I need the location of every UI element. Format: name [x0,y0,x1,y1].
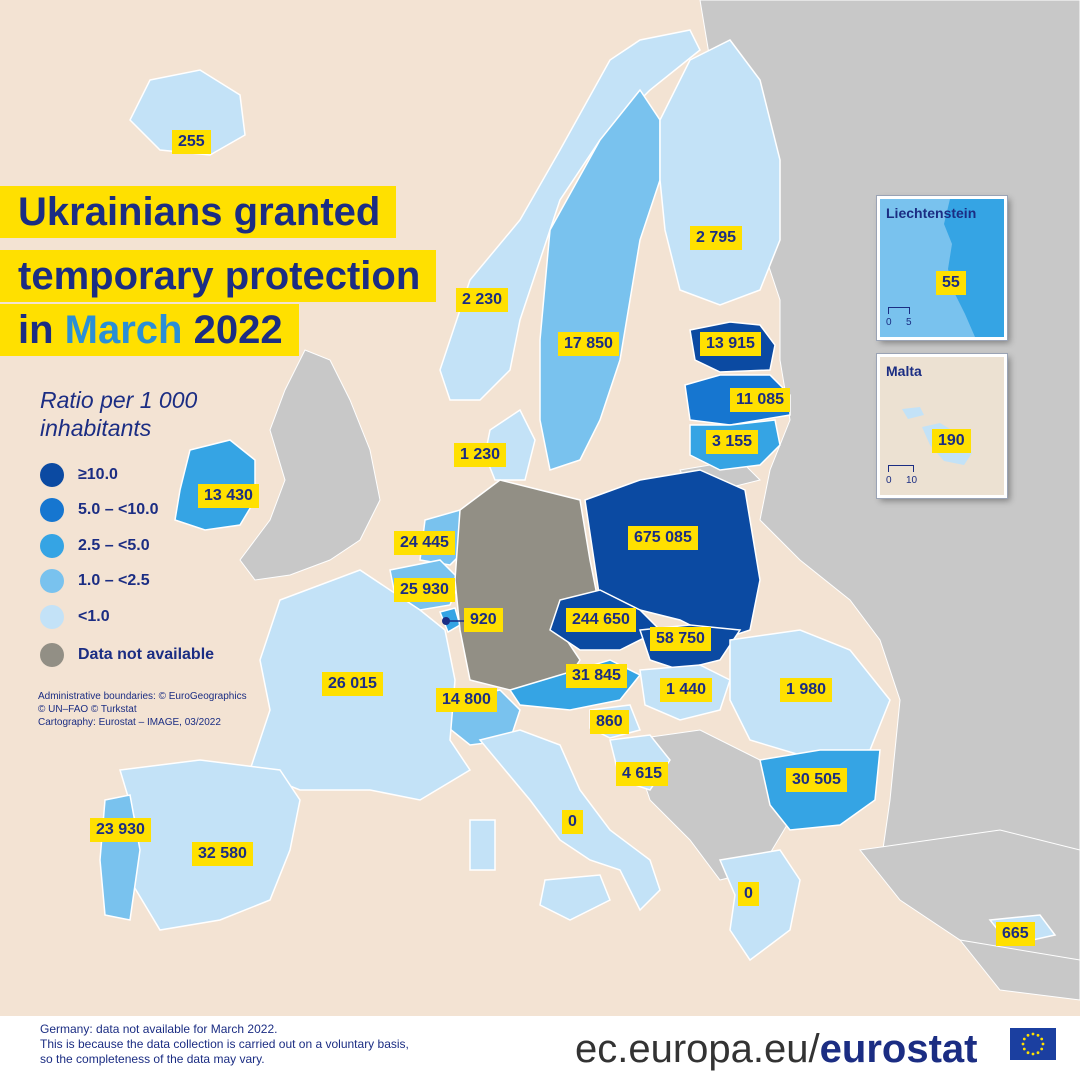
legend-swatch [40,605,64,629]
title-line-1: Ukrainians granted [0,186,397,238]
value-portugal: 23 930 [90,818,151,842]
value-slovakia: 58 750 [650,627,711,651]
germany-shape [454,479,601,691]
legend-item: <1.0 [40,604,110,630]
iceland-shape [129,69,246,156]
footnote-line: so the completeness of the data may vary… [40,1052,265,1066]
value-france: 26 015 [322,672,383,696]
legend-label: 5.0 – <10.0 [78,501,159,518]
eu-flag-icon [1010,1028,1056,1060]
title-text-1: Ukrainians granted [18,190,381,234]
legend-label: ≥10.0 [78,466,118,483]
malta-inset-title: Malta [886,363,922,379]
legend-swatch [40,498,64,522]
legend-label: 2.5 – <5.0 [78,537,150,554]
value-poland: 675 085 [628,526,698,550]
footnote: Germany: data not available for March 20… [40,1022,409,1067]
value-czechia: 244 650 [566,608,636,632]
scale-start-label: 0 [886,317,892,328]
value-norway: 2 230 [456,288,509,312]
legend-item: 1.0 – <2.5 [40,568,150,594]
eurostat-url[interactable]: ec.europa.eu/eurostat [575,1023,977,1075]
value-greece: 0 [738,882,759,906]
title-year: 2022 [193,308,283,352]
value-austria: 31 845 [566,664,627,688]
legend-swatch [40,569,64,593]
legend-item: Data not available [40,642,214,668]
credit-line: Cartography: Eurostat – IMAGE, 03/2022 [38,717,221,728]
value-iceland: 255 [172,130,211,154]
greece-shape [718,849,801,962]
credit-line: Administrative boundaries: © EuroGeograp… [38,691,247,702]
great-britain-land [239,349,381,581]
liechtenstein-inset-title: Liechtenstein [886,205,977,221]
credit-line: © UN–FAO © Turkstat [38,704,137,715]
scale-start-label: 0 [886,475,892,486]
value-lithuania: 3 155 [706,430,759,454]
title-text-3-pre: in [18,308,54,352]
value-croatia: 4 615 [616,762,669,786]
value-estonia: 13 915 [700,332,761,356]
value-slovenia: 860 [590,710,629,734]
scale-end-label: 5 [906,317,912,328]
legend-label: Data not available [78,646,215,663]
liechtenstein-inset-shape [944,199,1004,337]
footnote-line: This is because the data collection is c… [40,1037,409,1051]
brand-url-prefix: ec.europa.eu/ [575,1027,820,1071]
legend-label: 1.0 – <2.5 [78,572,150,589]
value-finland: 2 795 [690,226,743,250]
sweden-shape [539,88,661,471]
legend-label: <1.0 [78,608,110,625]
legend-item: 2.5 – <5.0 [40,533,150,559]
scale-end-label: 10 [906,475,918,486]
value-italy: 0 [562,810,583,834]
legend-item: 5.0 – <10.0 [40,497,159,523]
legend-item: ≥10.0 [40,462,118,488]
value-switzerland: 14 800 [436,688,497,712]
scale-bar-line [888,465,914,472]
title-line-2: temporary protection [0,250,437,302]
malta-inset: Malta 190 0 10 [877,354,1007,498]
legend-swatch [40,534,64,558]
liechtenstein-inset: Liechtenstein 55 0 5 [877,196,1007,340]
liechtenstein-inset-map [944,199,1004,337]
title-month: March [64,308,183,352]
value-belgium: 25 930 [394,578,455,602]
footnote-line: Germany: data not available for March 20… [40,1022,278,1036]
liechtenstein-scale-bar: 0 5 [884,307,914,329]
value-liechtenstein: 55 [936,271,966,295]
value-luxembourg: 920 [464,608,503,632]
title-text-2: temporary protection [18,254,421,298]
value-latvia: 11 085 [730,388,791,412]
sardinia-shape [469,819,496,871]
title-line-3: in March 2022 [0,304,299,356]
value-malta: 190 [932,429,971,453]
value-sweden: 17 850 [558,332,619,356]
scale-bar-line [888,307,910,314]
sicily-shape [539,874,611,921]
value-romania: 1 980 [780,678,833,702]
legend-title: Ratio per 1 000 inhabitants [40,387,198,441]
value-spain: 32 580 [192,842,253,866]
map-credits: Administrative boundaries: © EuroGeograp… [38,690,247,729]
legend-swatch [40,643,64,667]
value-ireland: 13 430 [198,484,259,508]
value-bulgaria: 30 505 [786,768,847,792]
value-denmark: 1 230 [454,443,507,467]
footer: Germany: data not available for March 20… [0,1016,1080,1080]
value-netherlands: 24 445 [394,531,455,555]
brand-name: eurostat [819,1027,978,1071]
value-hungary: 1 440 [660,678,713,702]
gozo-shape [902,407,924,419]
malta-scale-bar: 0 10 [884,465,924,487]
luxembourg-marker [442,617,450,625]
legend-swatch [40,463,64,487]
value-cyprus: 665 [996,922,1035,946]
